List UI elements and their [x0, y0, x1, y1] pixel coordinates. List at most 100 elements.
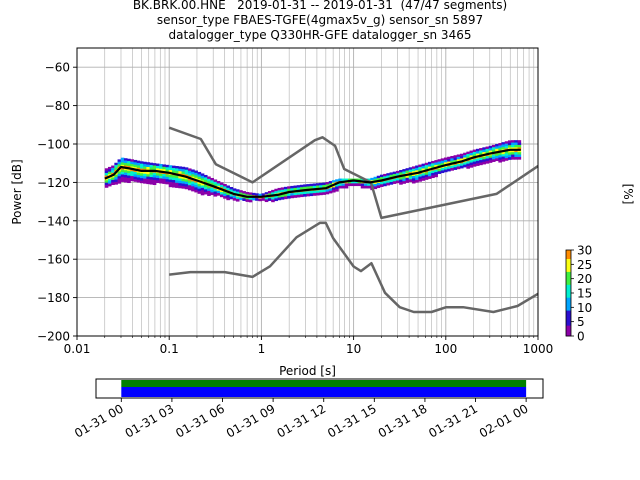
heatmap-cell	[280, 189, 285, 193]
heatmap-cell	[143, 161, 147, 165]
colorbar-segment	[566, 260, 571, 264]
heatmap-cell	[194, 175, 198, 179]
heatmap-cell	[130, 173, 134, 177]
colorbar-segment	[566, 258, 571, 262]
heatmap-cell	[178, 183, 182, 186]
heatmap-cell	[434, 164, 438, 168]
heatmap-cell	[331, 189, 336, 193]
coverage-tick-label: 01-31 06	[173, 401, 227, 440]
coverage-tick-label: 02-01 00	[477, 401, 531, 440]
heatmap-cell	[159, 180, 163, 184]
psd-plot: 0.01 0.1 1 10 100 1000 −200 −180 −160 −140 −120 −10…	[10, 47, 553, 378]
heatmap-cell	[130, 161, 134, 165]
heatmap-cell	[162, 174, 166, 177]
heatmap-cell	[207, 186, 211, 189]
heatmap-cell	[402, 171, 406, 175]
heatmap-cell	[331, 187, 336, 191]
heatmap-cell	[175, 175, 179, 179]
heatmap-cell	[331, 180, 336, 183]
heatmap-cell	[469, 164, 474, 168]
heatmap-cell	[127, 168, 131, 172]
heatmap-cell	[271, 192, 275, 195]
heatmap-cell	[123, 163, 128, 166]
heatmap-cell	[203, 184, 208, 188]
heatmap-cell	[453, 157, 458, 161]
heatmap-cell	[440, 170, 445, 174]
heatmap-cell	[459, 158, 464, 162]
heatmap-cell	[408, 174, 413, 178]
heatmap-cell	[517, 140, 522, 143]
heatmap-cell	[450, 155, 454, 159]
heatmap-cell	[127, 175, 131, 179]
heatmap-cell	[395, 178, 400, 181]
heatmap-cell	[235, 191, 240, 195]
heatmap-cell	[159, 175, 163, 179]
heatmap-cell	[216, 188, 221, 191]
heatmap-cell	[507, 157, 512, 160]
heatmap-cell	[421, 175, 426, 179]
heatmap-cell	[139, 161, 144, 164]
heatmap-cell	[111, 175, 115, 178]
heatmap-cell	[245, 196, 250, 200]
heatmap-cell	[120, 169, 125, 173]
heatmap-cell	[418, 176, 422, 180]
heatmap-cell	[495, 153, 499, 157]
heatmap-cell	[389, 179, 394, 183]
heatmap-cell	[213, 184, 218, 187]
heatmap-cell	[293, 192, 298, 196]
heatmap-cell	[367, 183, 371, 187]
heatmap-cell	[437, 168, 442, 172]
heatmap-cell	[335, 188, 339, 192]
heatmap-cell	[466, 151, 470, 155]
heatmap-cell	[469, 150, 474, 154]
heatmap-cell	[216, 192, 221, 196]
heatmap-cell	[155, 180, 160, 184]
heatmap-cell	[162, 169, 166, 172]
heatmap-cell	[194, 172, 198, 176]
heatmap-cell	[187, 187, 192, 191]
heatmap-cell	[235, 189, 240, 192]
heatmap-cell	[514, 156, 518, 160]
heatmap-cell	[479, 160, 483, 163]
heatmap-cell	[379, 174, 384, 178]
heatmap-cell	[239, 192, 243, 196]
heatmap-cell	[200, 183, 205, 186]
heatmap-cell	[191, 171, 195, 175]
heatmap-cell	[152, 163, 157, 166]
heatmap-cell	[133, 162, 138, 166]
heatmap-cell	[213, 179, 218, 183]
heatmap-cell	[168, 179, 173, 183]
heatmap-cell	[383, 176, 387, 180]
heatmap-cell	[165, 179, 170, 182]
heatmap-cell	[219, 192, 224, 195]
heatmap-cell	[149, 172, 154, 175]
coverage-used-bar	[121, 387, 527, 397]
heatmap-cell	[511, 152, 515, 155]
heatmap-cell	[440, 167, 445, 171]
heatmap-cell	[197, 191, 202, 194]
heatmap-cell	[248, 192, 253, 196]
heatmap-cell	[511, 154, 515, 158]
heatmap-cell	[437, 159, 442, 162]
heatmap-cell	[495, 146, 499, 150]
heatmap-cell	[415, 179, 419, 183]
heatmap-cell	[245, 199, 250, 202]
heatmap-cell	[322, 182, 326, 186]
heatmap-cell	[488, 155, 493, 159]
heatmap-cell	[107, 181, 112, 184]
colorbar-segment	[566, 252, 571, 255]
heatmap-cell	[450, 165, 454, 169]
heatmap-cell	[181, 176, 186, 180]
y-tick-label: −100	[37, 138, 70, 152]
heatmap-cell	[139, 170, 144, 174]
heatmap-cell	[136, 163, 141, 166]
heatmap-cell	[159, 163, 163, 167]
heatmap-cell	[447, 159, 451, 162]
heatmap-cell	[155, 173, 160, 176]
heatmap-cell	[171, 170, 176, 174]
heatmap-cell	[165, 169, 170, 173]
heatmap-cell	[184, 169, 189, 173]
heatmap-cell	[104, 180, 109, 183]
heatmap-cell	[485, 160, 490, 164]
heatmap-cell	[120, 162, 125, 166]
